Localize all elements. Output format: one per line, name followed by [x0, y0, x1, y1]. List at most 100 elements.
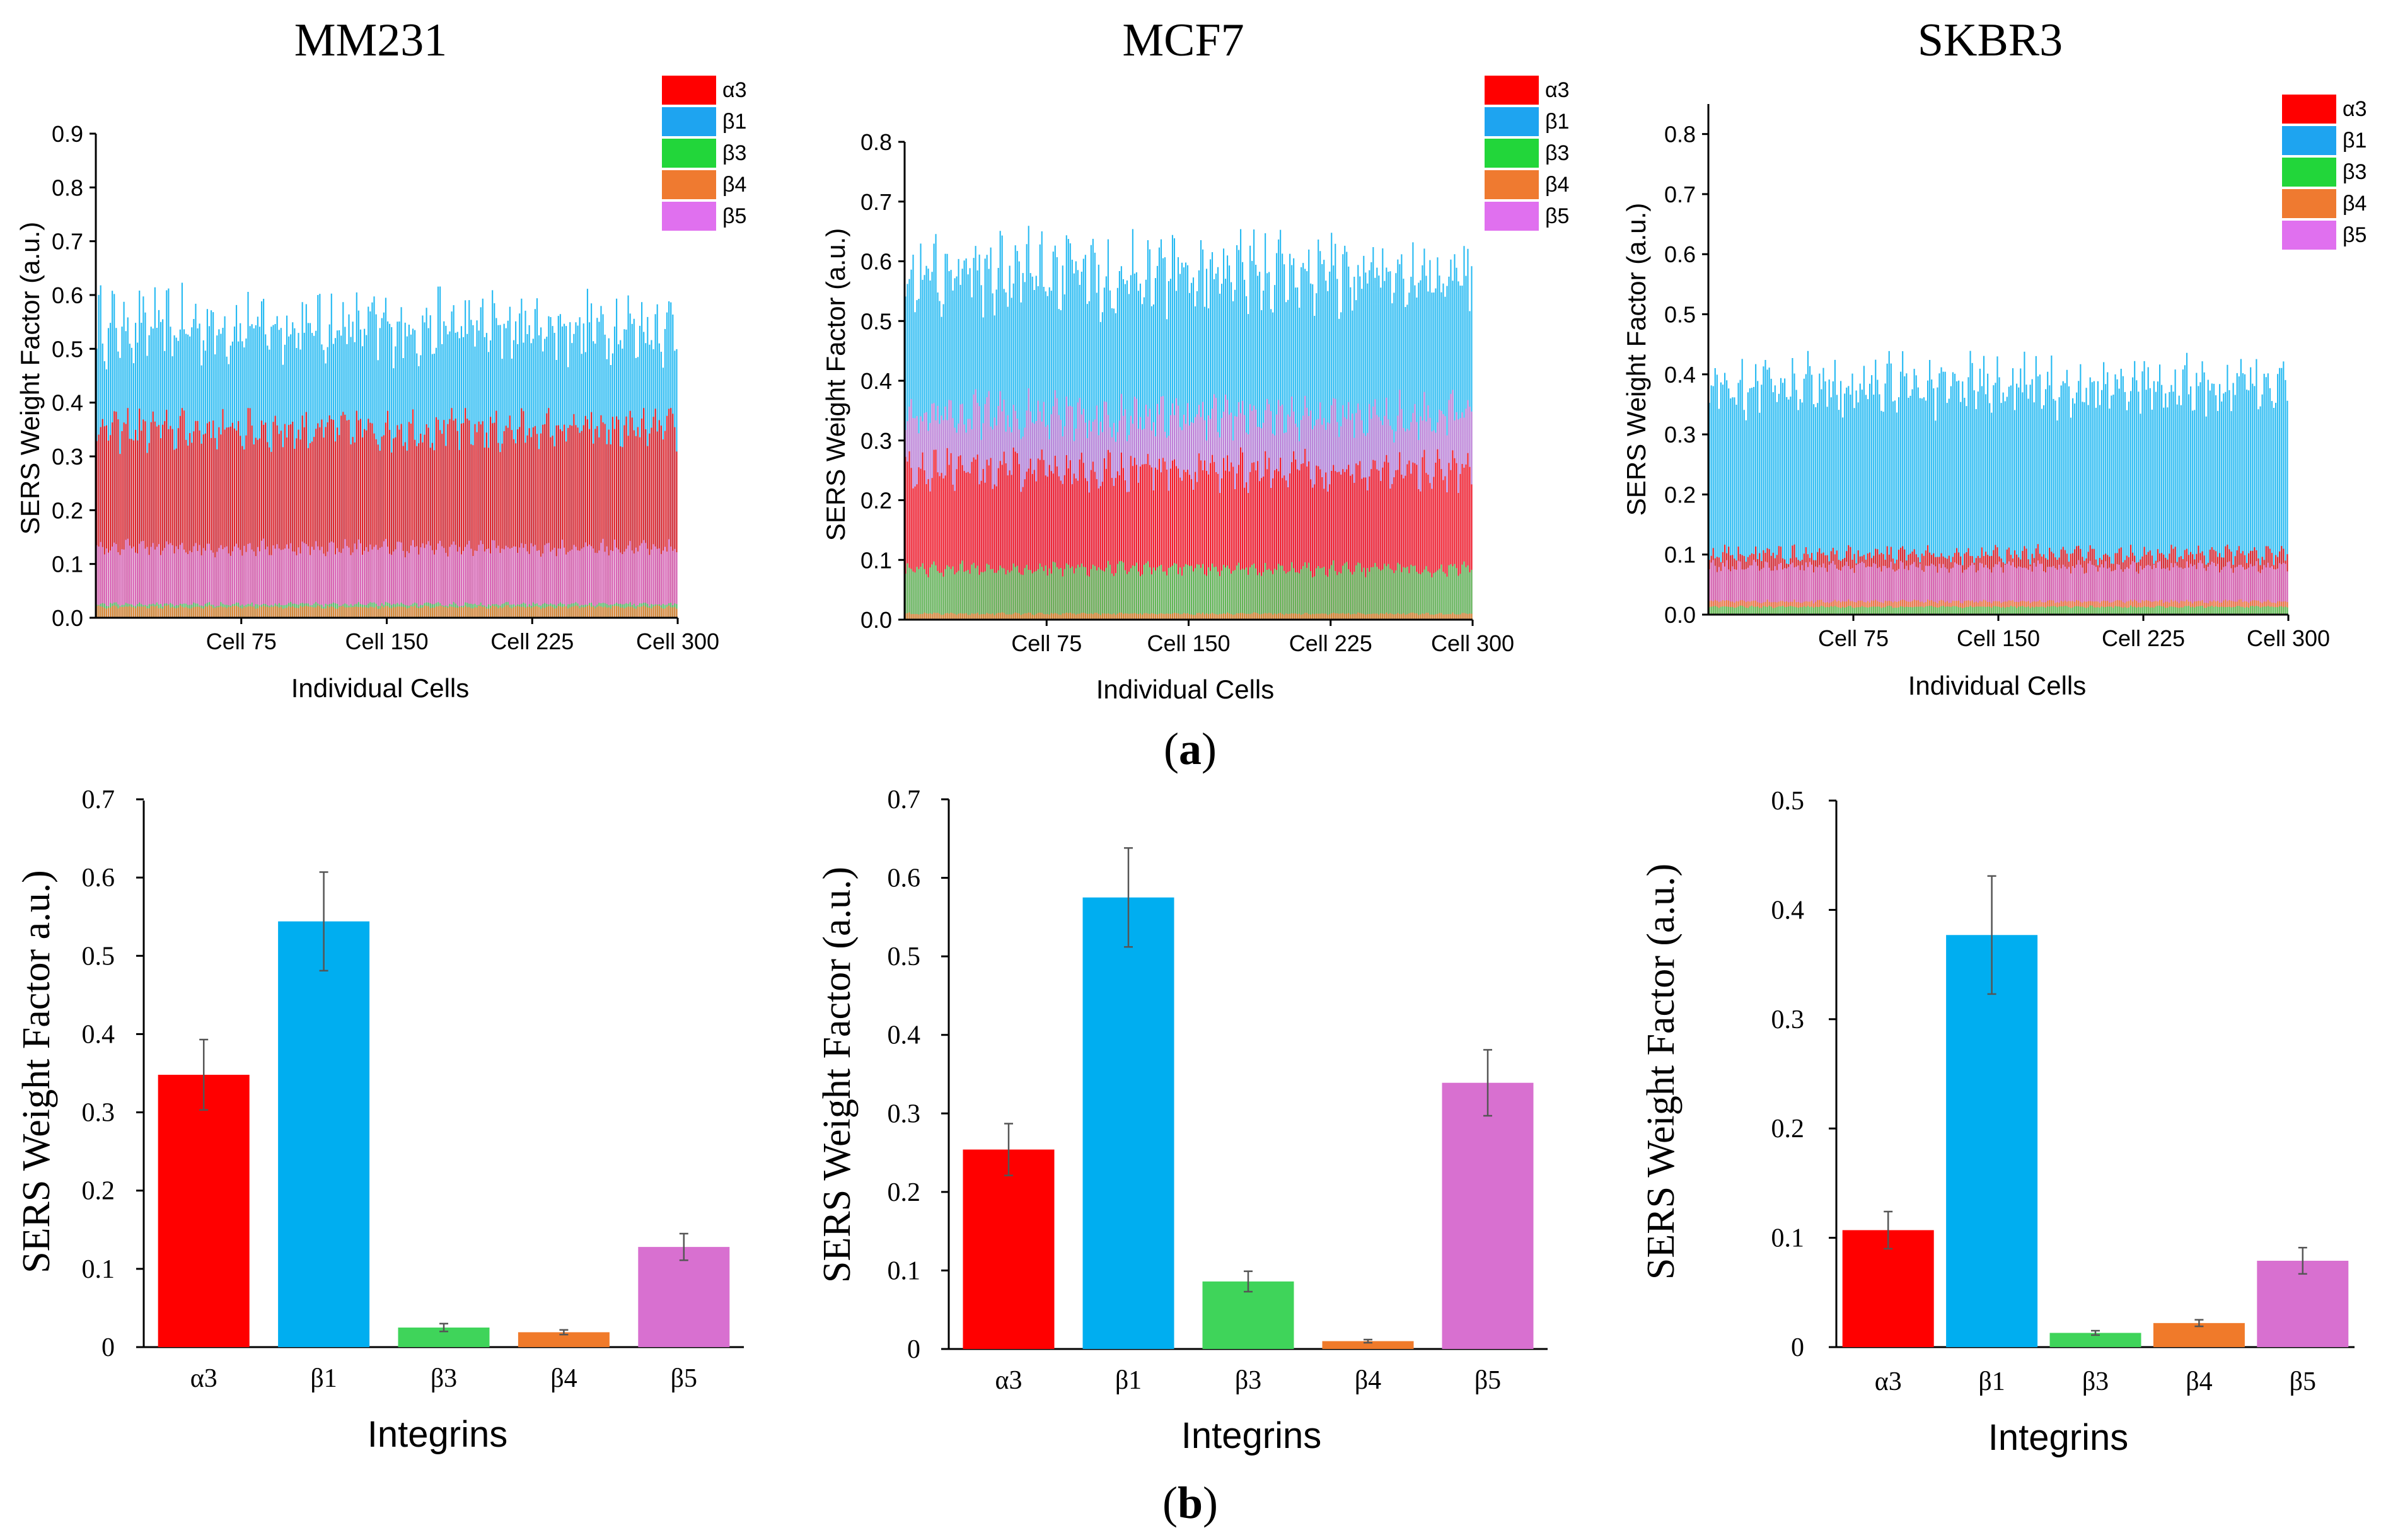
y-tick-label: 0.3: [82, 1099, 115, 1128]
y-tick-label: 0.8: [1664, 122, 1696, 148]
legend-swatch: [662, 76, 716, 105]
y-tick-label: 0.4: [888, 1021, 921, 1050]
x-tick-label: Cell 75: [1011, 630, 1082, 656]
legend-swatch: [1485, 76, 1539, 105]
bar-β3: [1202, 1281, 1294, 1349]
y-tick-label: 0.7: [52, 229, 83, 255]
legend-label: β3: [1545, 141, 1569, 165]
y-axis-label: SERS Weight Factor (a.u.): [1621, 203, 1651, 516]
y-axis-label: SERS Weight Factor a.u.): [15, 870, 58, 1273]
category-label: α3: [190, 1364, 217, 1393]
chart-mm231-means: 0 0.1 0.2 0.3 0.4 0.5 0.6 0.7 α3 β1 β3 β4 β5 SERS W…: [15, 785, 744, 1455]
legend-swatch: [2282, 158, 2336, 187]
bar-β4: [1322, 1341, 1414, 1349]
y-tick-label: 0.2: [1664, 482, 1696, 507]
chart-mcf7-means: 0 0.1 0.2 0.3 0.4 0.5 0.6 0.7 α3 β1 β3 β4 β5 SERS W…: [816, 785, 1548, 1456]
bar-β4: [518, 1332, 610, 1347]
category-label: α3: [995, 1366, 1022, 1395]
y-ticks: 0 0.1 0.2 0.3 0.4 0.5 0.6 0.7: [888, 785, 949, 1364]
y-tick-label: 0.5: [1664, 302, 1696, 328]
x-axis-label: Integrins: [1988, 1417, 2128, 1458]
y-ticks: 0.0 0.1 0.2 0.3 0.4 0.5 0.6 0.7 0.8 0.9: [52, 121, 96, 631]
legend: α3 β1 β3 β4 β5: [662, 76, 747, 231]
y-tick-label: 0.3: [1771, 1005, 1805, 1034]
legend-label: β5: [2343, 223, 2367, 247]
legend-swatch: [1485, 107, 1539, 136]
x-axis-label: Integrins: [368, 1414, 507, 1455]
chart-title: MM231: [294, 14, 448, 66]
y-tick-label: 0.0: [52, 605, 83, 631]
x-categories: α3 β1 β3 β4 β5: [995, 1366, 1501, 1395]
x-ticks: Cell 75 Cell 150 Cell 225 Cell 300: [206, 618, 719, 654]
panel-letter-a: a: [1179, 724, 1202, 774]
x-tick-label: Cell 150: [1957, 625, 2040, 651]
chart-skbr3-cells: SKBR3 0.0 0.1 0.2 0.3 0.4 0.5 0.6 0.7 0.8 Cell 7…: [1621, 14, 2367, 700]
x-tick-label: Cell 225: [1289, 630, 1372, 656]
legend-label: α3: [1545, 78, 1570, 102]
legend-label: β4: [1545, 173, 1569, 197]
y-tick-label: 0.2: [52, 497, 83, 523]
legend-label: β4: [722, 173, 746, 197]
y-tick-label: 0: [1791, 1333, 1804, 1362]
x-axis-label: Integrins: [1181, 1415, 1321, 1456]
svg-text:(b): (b): [1162, 1478, 1218, 1528]
legend: α3 β1 β3 β4 β5: [2282, 95, 2367, 250]
y-tick-label: 0.3: [888, 1099, 921, 1128]
panel-label-b: (b): [1162, 1478, 1218, 1528]
legend-swatch: [662, 170, 716, 199]
x-tick-label: Cell 75: [1818, 625, 1889, 651]
x-ticks: Cell 75 Cell 150 Cell 225 Cell 300: [1818, 615, 2330, 651]
y-tick-label: 0: [101, 1333, 115, 1362]
y-tick-label: 0.1: [52, 552, 83, 577]
y-tick-label: 0.0: [1664, 602, 1696, 628]
legend-label: α3: [2343, 97, 2367, 121]
x-tick-label: Cell 150: [1147, 630, 1230, 656]
chart-title: SKBR3: [1918, 14, 2063, 66]
y-tick-label: 0.1: [888, 1256, 921, 1285]
y-tick-label: 0.6: [860, 249, 892, 275]
legend-label: β1: [722, 110, 746, 134]
category-label: α3: [1875, 1367, 1902, 1396]
y-tick-label: 0.5: [52, 336, 83, 362]
y-tick-label: 0.5: [860, 308, 892, 334]
svg-text:(a): (a): [1164, 724, 1217, 774]
bars: [963, 847, 1534, 1349]
legend-label: β5: [722, 204, 746, 228]
y-ticks: 0 0.1 0.2 0.3 0.4 0.5 0.6 0.7: [82, 785, 144, 1362]
y-tick-label: 0: [907, 1335, 920, 1364]
y-tick-label: 0.8: [52, 175, 83, 200]
panel-letter-b: b: [1178, 1478, 1203, 1528]
y-tick-label: 0.5: [888, 942, 921, 971]
x-categories: α3 β1 β3 β4 β5: [190, 1364, 697, 1393]
category-label: β1: [1978, 1367, 2005, 1396]
legend-swatch: [2282, 189, 2336, 218]
y-tick-label: 0.1: [1664, 542, 1696, 568]
panel-label-a: (a): [1164, 724, 1217, 774]
y-tick-label: 0.2: [1771, 1114, 1805, 1143]
y-tick-label: 0.9: [52, 121, 83, 147]
category-label: β4: [550, 1364, 577, 1393]
y-tick-label: 0.6: [52, 282, 83, 308]
category-label: β3: [2082, 1367, 2109, 1396]
bar-β5: [1442, 1082, 1534, 1349]
x-tick-label: Cell 300: [636, 628, 719, 654]
legend-swatch: [2282, 126, 2336, 155]
y-axis-label: SERS Weight Factor (a.u.): [816, 867, 859, 1283]
x-ticks: Cell 75 Cell 150 Cell 225 Cell 300: [1011, 620, 1514, 656]
x-axis-label: Individual Cells: [1096, 674, 1274, 704]
y-axis-label: SERS Weight Factor (a.u.): [15, 222, 45, 535]
legend-label: β4: [2343, 192, 2367, 216]
y-tick-label: 0.7: [1664, 182, 1696, 207]
y-tick-label: 0.2: [888, 1178, 921, 1207]
legend-swatch: [2282, 95, 2336, 124]
bar-β1: [1082, 897, 1174, 1349]
bar-β5: [638, 1247, 730, 1347]
legend-label: β1: [2343, 129, 2367, 153]
y-ticks: 0 0.1 0.2 0.3 0.4 0.5: [1771, 787, 1836, 1362]
y-axis-label: SERS Weight Factor (a.u.): [1640, 864, 1683, 1280]
category-label: β5: [2290, 1367, 2316, 1396]
x-tick-label: Cell 300: [1431, 630, 1514, 656]
category-label: β5: [1474, 1366, 1501, 1395]
bar-β5: [2257, 1261, 2349, 1347]
y-tick-label: 0.8: [860, 129, 892, 155]
